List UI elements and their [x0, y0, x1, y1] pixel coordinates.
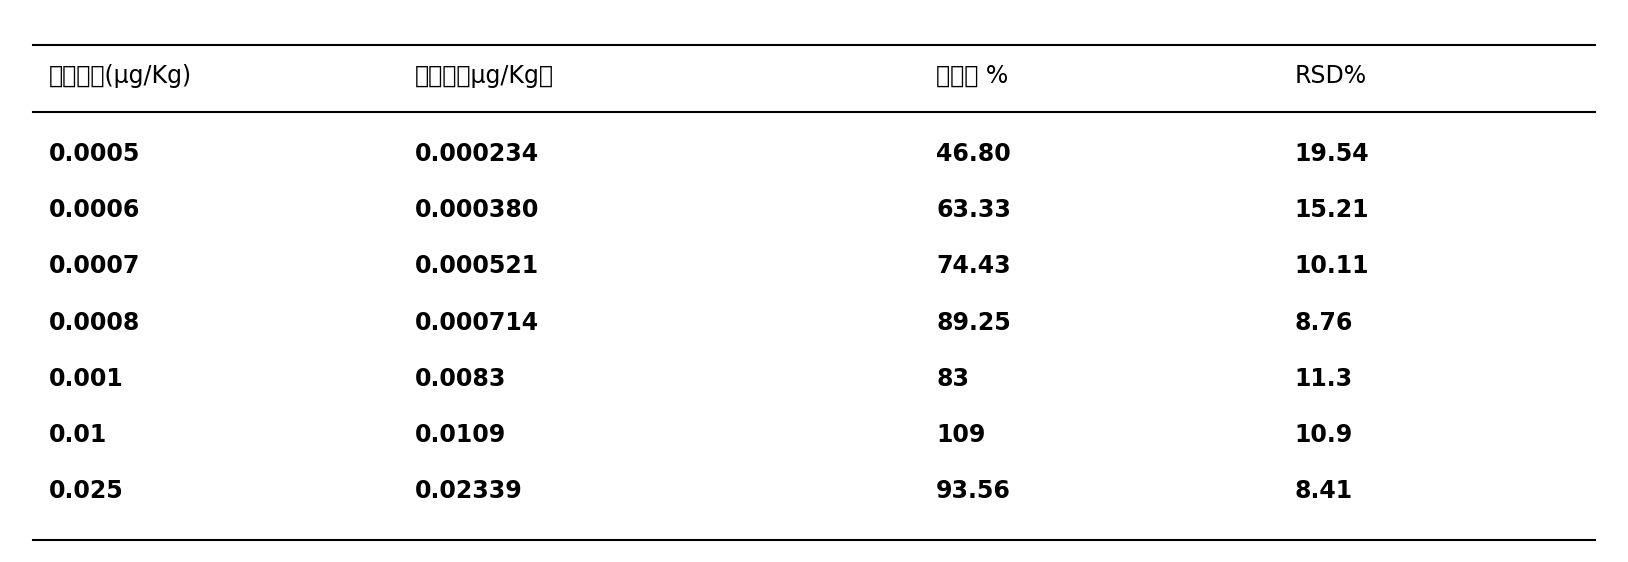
Text: 8.41: 8.41 — [1294, 479, 1353, 503]
Text: 11.3: 11.3 — [1294, 367, 1353, 391]
Text: 0.02339: 0.02339 — [415, 479, 523, 503]
Text: 0.025: 0.025 — [49, 479, 124, 503]
Text: 0.000521: 0.000521 — [415, 255, 539, 278]
Text: 46.80: 46.80 — [936, 142, 1011, 166]
Text: 19.54: 19.54 — [1294, 142, 1369, 166]
Text: 0.01: 0.01 — [49, 423, 107, 447]
Text: 0.0083: 0.0083 — [415, 367, 506, 391]
Text: 0.001: 0.001 — [49, 367, 124, 391]
Text: 109: 109 — [936, 423, 985, 447]
Text: 回收率 %: 回收率 % — [936, 64, 1008, 88]
Text: 0.000234: 0.000234 — [415, 142, 539, 166]
Text: 15.21: 15.21 — [1294, 198, 1369, 222]
Text: 0.0005: 0.0005 — [49, 142, 140, 166]
Text: 测量值（μg/Kg）: 测量值（μg/Kg） — [415, 64, 554, 88]
Text: 83: 83 — [936, 367, 969, 391]
Text: 样品浓度(μg/Kg): 样品浓度(μg/Kg) — [49, 64, 192, 88]
Text: 0.0008: 0.0008 — [49, 311, 140, 334]
Text: 63.33: 63.33 — [936, 198, 1011, 222]
Text: RSD%: RSD% — [1294, 64, 1366, 88]
Text: 93.56: 93.56 — [936, 479, 1011, 503]
Text: 0.0007: 0.0007 — [49, 255, 140, 278]
Text: 0.000380: 0.000380 — [415, 198, 539, 222]
Text: 74.43: 74.43 — [936, 255, 1011, 278]
Text: 89.25: 89.25 — [936, 311, 1011, 334]
Text: 0.0109: 0.0109 — [415, 423, 506, 447]
Text: 10.11: 10.11 — [1294, 255, 1369, 278]
Text: 8.76: 8.76 — [1294, 311, 1353, 334]
Text: 10.9: 10.9 — [1294, 423, 1353, 447]
Text: 0.0006: 0.0006 — [49, 198, 140, 222]
Text: 0.000714: 0.000714 — [415, 311, 539, 334]
